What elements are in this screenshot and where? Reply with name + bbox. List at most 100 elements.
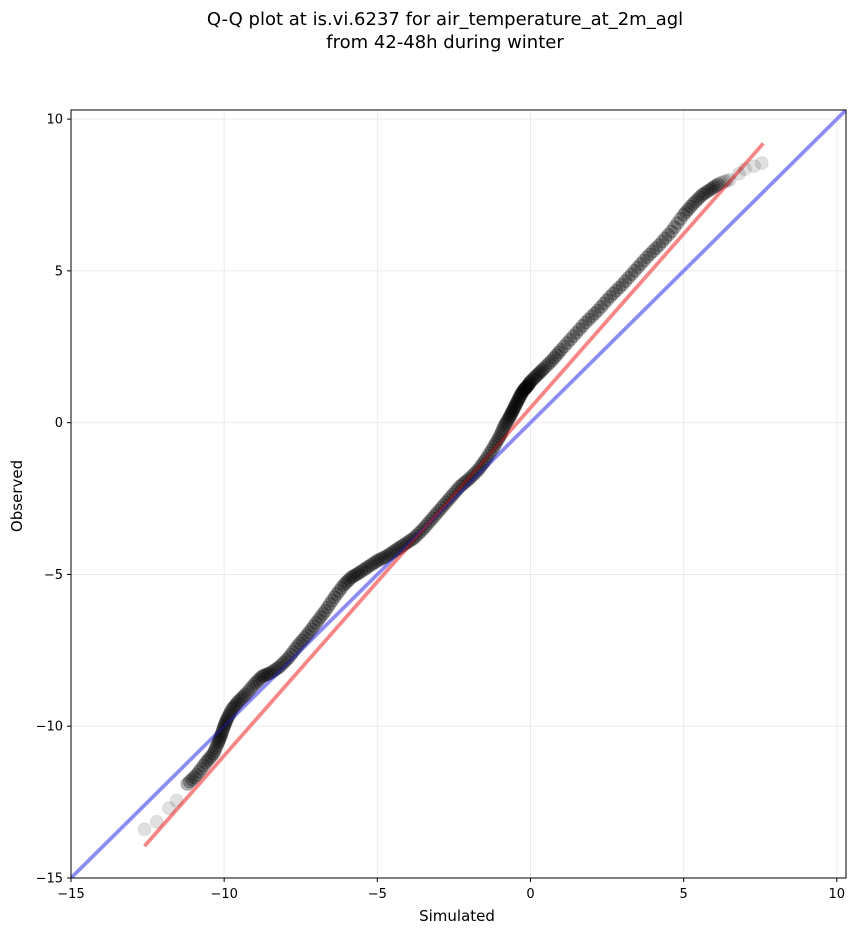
quantile-point (683, 199, 698, 214)
quantile-point (283, 647, 298, 662)
quantile-point (695, 187, 710, 202)
quantile-point (516, 383, 531, 398)
quantile-point (313, 609, 328, 624)
quantile-point (288, 641, 303, 656)
quantile-point (512, 389, 527, 404)
quantile-point (361, 559, 376, 574)
quantile-point (386, 544, 401, 559)
quantile-point (475, 457, 490, 472)
quantile-point (251, 672, 266, 687)
quantile-point (529, 368, 544, 383)
quantile-point (439, 495, 454, 510)
y-tick-label: −15 (36, 872, 63, 887)
quantile-point (685, 197, 700, 212)
quantile-point (502, 409, 517, 424)
quantile-point (149, 814, 164, 829)
quantile-point (473, 460, 488, 475)
quantile-point (515, 385, 530, 400)
quantile-point (286, 644, 301, 659)
quantile-point (206, 746, 221, 761)
quantile-point (690, 192, 705, 207)
quantile-point (274, 657, 289, 672)
quantile-point (646, 244, 661, 259)
quantile-point (255, 669, 270, 684)
quantile-point (276, 655, 291, 670)
quantile-point (492, 429, 507, 444)
quantile-point (540, 357, 555, 372)
quantile-point (261, 666, 276, 681)
quantile-point (480, 449, 495, 464)
quantile-point (180, 776, 195, 791)
quantile-point (350, 567, 365, 582)
quantile-point (227, 698, 242, 713)
quantile-point (544, 353, 559, 368)
quantile-point (191, 764, 206, 779)
quantile-point (381, 547, 396, 562)
y-tick-label: −5 (44, 568, 63, 583)
quantile-point (508, 397, 523, 412)
quantile-point (245, 679, 260, 694)
quantile-point (560, 335, 575, 350)
quantile-point (226, 700, 241, 715)
quantile-point (358, 561, 373, 576)
quantile-point (453, 479, 468, 494)
quantile-point (377, 550, 392, 565)
quantile-point (194, 761, 209, 776)
quantile-point (673, 211, 688, 226)
quantile-point (636, 253, 651, 268)
quantile-point (281, 650, 296, 665)
quantile-point (518, 380, 533, 395)
quantile-point (290, 638, 305, 653)
identity-line-overlay (71, 110, 846, 878)
quantile-point (441, 492, 456, 507)
quantile-point (329, 587, 344, 602)
quantile-point (667, 220, 682, 235)
quantile-point (496, 421, 511, 436)
quantile-point (340, 574, 355, 589)
quantile-point (569, 325, 584, 340)
quantile-point (247, 676, 262, 691)
quantile-point (506, 402, 521, 417)
quantile-point (554, 342, 569, 357)
quantile-point (259, 667, 274, 682)
quantile-point (230, 694, 245, 709)
quantile-point (612, 280, 627, 295)
quantile-point (209, 738, 224, 753)
quantile-point (697, 186, 712, 201)
quantile-point (521, 376, 536, 391)
x-tick-label: 0 (526, 887, 534, 902)
quantile-point (720, 173, 735, 188)
quantile-point (502, 411, 517, 426)
quantile-point (211, 734, 226, 749)
quantile-point (263, 666, 278, 681)
quantile-point (306, 619, 321, 634)
quantile-point (243, 682, 258, 697)
fit-line (143, 142, 765, 848)
quantile-point (236, 689, 251, 704)
quantile-point (508, 398, 523, 413)
quantile-point (511, 392, 526, 407)
quantile-point (402, 534, 417, 549)
quantile-point (692, 190, 707, 205)
quantile-point (425, 511, 440, 526)
quantile-point (699, 184, 714, 199)
quantile-point (513, 388, 528, 403)
quantile-point (515, 384, 530, 399)
quantile-point (469, 464, 484, 479)
quantile-point (214, 728, 229, 743)
y-axis: −15 −10 −5 0 5 10 (36, 113, 71, 887)
quantile-point (462, 471, 477, 486)
quantile-point (338, 576, 353, 591)
quantile-point (215, 723, 230, 738)
quantile-point (534, 364, 549, 379)
quantile-point (450, 482, 465, 497)
quantile-point (578, 315, 593, 330)
quantile-point (522, 375, 537, 390)
y-axis-label: Observed (8, 460, 26, 532)
quantile-point (370, 553, 385, 568)
y-tick-label: 0 (55, 416, 63, 431)
quantile-point (681, 202, 696, 217)
quantile-point (526, 371, 541, 386)
quantile-point (603, 289, 618, 304)
quantile-point (348, 568, 363, 583)
